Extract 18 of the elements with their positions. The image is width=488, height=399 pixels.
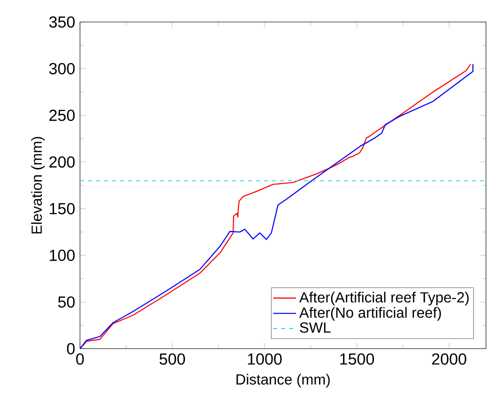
y-axis-title: Elevation (mm) bbox=[31, 136, 45, 234]
y-tick-label: 150 bbox=[50, 202, 75, 214]
y-tick-label: 350 bbox=[49, 16, 75, 28]
x-tick-label: 0 bbox=[76, 353, 84, 365]
legend-label: After(Artificial reef Type-2) bbox=[299, 292, 469, 306]
y-tick-label: 200 bbox=[49, 156, 75, 168]
legend-label: SWL bbox=[300, 322, 331, 333]
x-tick-label: 1500 bbox=[340, 353, 374, 365]
y-tick-label: 250 bbox=[49, 110, 75, 121]
y-tick-label: 0 bbox=[67, 342, 75, 354]
y-tick-label: 300 bbox=[49, 62, 75, 74]
legend-label: After(No artificial reef) bbox=[299, 306, 441, 321]
x-tick-label: 500 bbox=[160, 353, 185, 365]
x-tick-label: 1000 bbox=[248, 353, 282, 365]
x-tick-label: 2000 bbox=[432, 353, 466, 365]
y-tick-label: 50 bbox=[58, 296, 75, 308]
x-axis-title: Distance (mm) bbox=[236, 374, 330, 388]
y-tick-label: 100 bbox=[50, 250, 75, 261]
